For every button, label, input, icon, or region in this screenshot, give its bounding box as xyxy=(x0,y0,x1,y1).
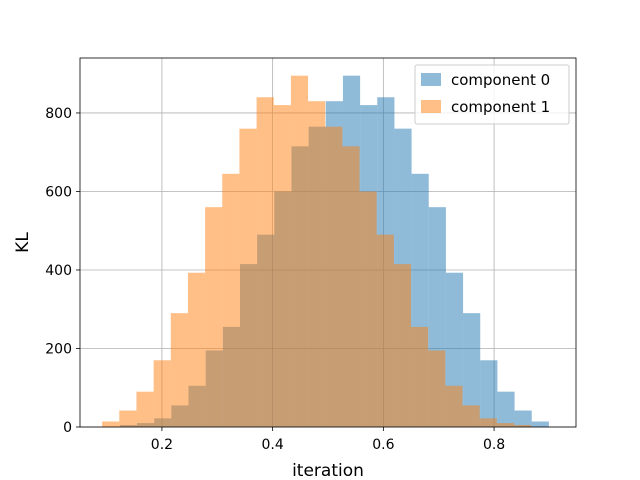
bar-series-1-bin-17 xyxy=(393,264,412,427)
bar-series-1-bin-19 xyxy=(428,350,446,427)
bar-series-1-bin-23 xyxy=(496,423,514,427)
bar-series-1-bin-24 xyxy=(514,425,532,427)
plot-frame xyxy=(79,57,577,428)
x-tick-label-1: 0.4 xyxy=(262,437,284,453)
bar-series-1-bin-0 xyxy=(102,421,120,427)
legend: component 0 component 1 xyxy=(414,64,570,125)
bar-series-1-bin-15 xyxy=(359,191,377,427)
y-tick-label-0: 0 xyxy=(63,420,72,436)
axis-ticks: 0.2 0.4 0.6 0.8 0 200 400 600 800 xyxy=(45,106,505,453)
bar-series-1-bin-6 xyxy=(205,207,223,427)
legend-label-component-1: component 1 xyxy=(451,98,550,116)
y-axis-label: KL xyxy=(13,232,33,253)
bar-series-1-bin-9 xyxy=(256,97,274,428)
y-tick-label-1: 200 xyxy=(45,341,72,357)
histogram-bars xyxy=(102,75,549,428)
y-tick-label-3: 600 xyxy=(45,184,72,200)
x-tick-label-3: 0.8 xyxy=(483,437,505,453)
y-tick-label-2: 400 xyxy=(45,263,72,279)
bar-series-1-bin-16 xyxy=(376,234,394,427)
x-axis-label: iteration xyxy=(292,461,364,480)
legend-swatch-component-0 xyxy=(421,73,441,86)
bar-series-1-bin-14 xyxy=(342,146,360,427)
bar-series-1-bin-8 xyxy=(239,128,257,427)
bar-series-1-bin-20 xyxy=(445,385,463,427)
x-tick-label-0: 0.2 xyxy=(151,437,173,453)
bar-series-1-bin-11 xyxy=(290,75,309,428)
legend-swatch-component-1 xyxy=(421,100,441,113)
legend-box xyxy=(414,64,570,125)
bar-series-1-bin-1 xyxy=(119,410,137,427)
series-1-bars xyxy=(102,75,532,428)
bar-series-1-bin-13 xyxy=(325,126,343,427)
bar-series-1-bin-7 xyxy=(222,173,240,427)
bar-series-0-bin-23 xyxy=(514,410,532,427)
bar-series-0-bin-21 xyxy=(480,360,498,427)
bar-series-0-bin-22 xyxy=(497,391,515,427)
bar-series-1-bin-18 xyxy=(411,326,429,427)
bar-series-1-bin-10 xyxy=(273,105,291,427)
bar-series-1-bin-3 xyxy=(153,360,171,427)
y-tick-label-4: 800 xyxy=(45,106,72,122)
bar-series-0-bin-24 xyxy=(531,421,549,427)
bar-series-1-bin-2 xyxy=(136,391,154,427)
bar-series-0-bin-20 xyxy=(463,313,481,427)
bar-series-1-bin-4 xyxy=(170,313,188,427)
bar-series-1-bin-5 xyxy=(187,272,206,427)
legend-label-component-0: component 0 xyxy=(451,71,550,89)
bar-series-1-bin-12 xyxy=(308,101,326,428)
bar-series-1-bin-21 xyxy=(462,405,480,427)
x-tick-label-2: 0.6 xyxy=(372,437,394,453)
bar-series-1-bin-22 xyxy=(479,418,497,427)
